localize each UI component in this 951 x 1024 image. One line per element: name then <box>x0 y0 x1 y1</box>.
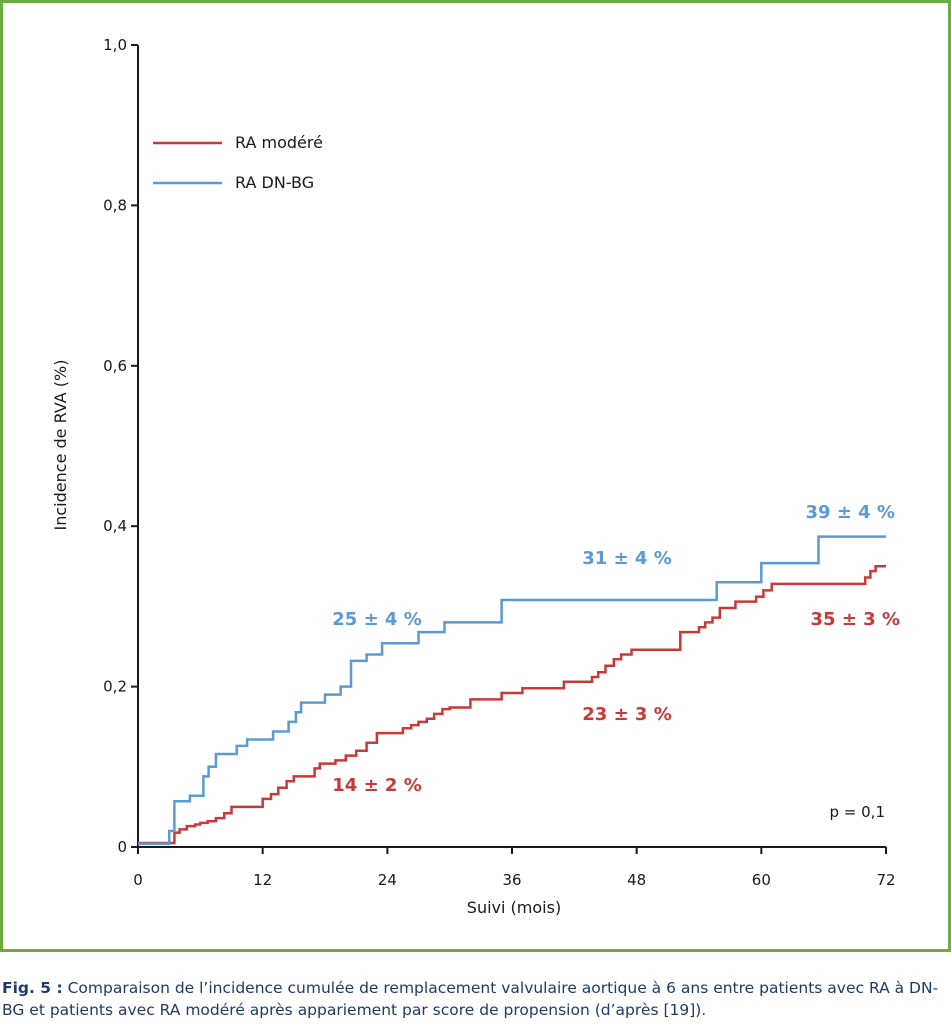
figure-caption: Fig. 5 : Comparaison de l’incidence cumu… <box>2 977 950 1021</box>
x-tick-label: 24 <box>378 871 397 889</box>
series-layer <box>138 535 886 846</box>
annotation-label: 35 ± 3 % <box>811 609 901 630</box>
y-tick-label: 0,2 <box>103 678 127 696</box>
y-tick-label: 1,0 <box>103 36 127 54</box>
y-tick-label: 0,6 <box>103 357 127 375</box>
annotation-label: 39 ± 4 % <box>806 502 896 523</box>
legend-label-ra-dn-bg: RA DN-BG <box>235 173 314 192</box>
x-tick-label: 72 <box>876 871 895 889</box>
p-value: p = 0,1 <box>830 803 885 821</box>
series-line-ra-modere <box>138 565 886 845</box>
x-tick-label: 60 <box>752 871 771 889</box>
axes: 0 12 24 36 48 60 72 0 0,2 0,4 0,6 0,8 1,0 <box>103 36 895 889</box>
caption-text: Comparaison de l’incidence cumulée de re… <box>2 979 939 1019</box>
x-axis-label: Suivi (mois) <box>467 898 561 917</box>
chart: 0 12 24 36 48 60 72 0 0,2 0,4 0,6 0,8 1,0 RA modéré … <box>51 36 900 917</box>
annotations: 25 ± 4 % 31 ± 4 % 39 ± 4 % 14 ± 2 % 23 ± 3 %… <box>332 502 900 796</box>
series-line-ra-dn-bg <box>138 535 886 846</box>
annotation-label: 25 ± 4 % <box>332 609 422 630</box>
annotation-label: 23 ± 3 % <box>582 704 672 725</box>
x-tick-label: 48 <box>627 871 646 889</box>
legend-label-ra-modere: RA modéré <box>235 133 323 152</box>
y-tick-label: 0,8 <box>103 196 127 214</box>
figure-frame <box>0 0 951 952</box>
caption-label: Fig. 5 : <box>2 979 63 997</box>
legend: RA modéré RA DN-BG <box>153 133 323 192</box>
annotation-label: 14 ± 2 % <box>332 775 422 796</box>
y-tick-label: 0,4 <box>103 517 127 535</box>
x-tick-label: 0 <box>133 871 143 889</box>
y-axis-label: Incidence de RVA (%) <box>51 360 70 531</box>
y-tick-label: 0 <box>117 838 127 856</box>
x-tick-label: 36 <box>502 871 521 889</box>
x-tick-label: 12 <box>253 871 272 889</box>
annotation-label: 31 ± 4 % <box>582 548 672 569</box>
